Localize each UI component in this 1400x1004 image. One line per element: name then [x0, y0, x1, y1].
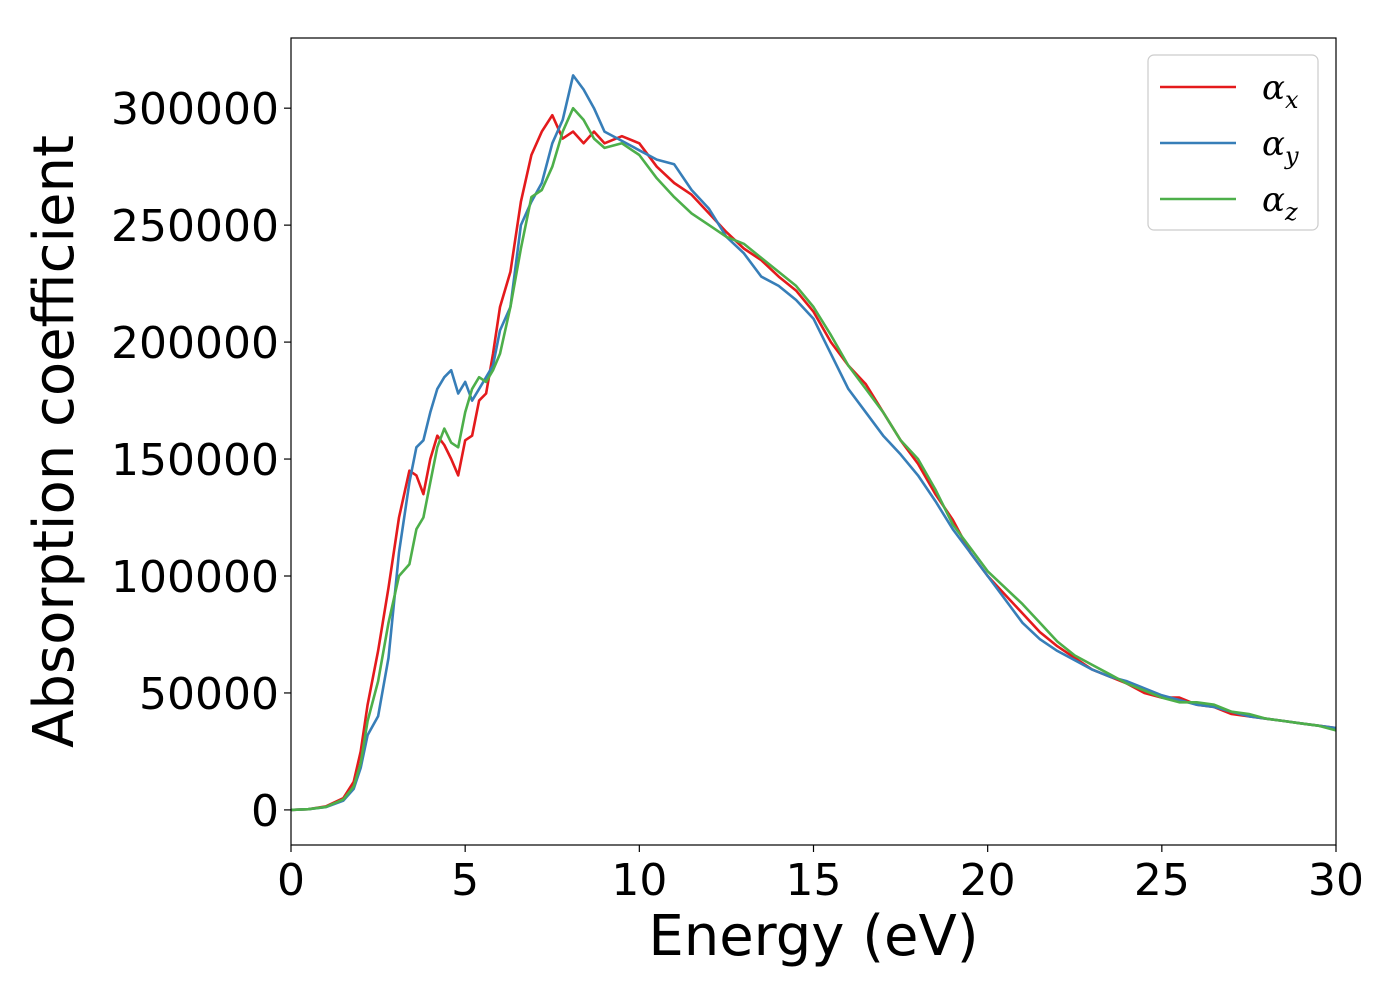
- y-tick-label: 100000: [111, 552, 279, 603]
- y-tick-label: 200000: [111, 318, 279, 369]
- x-tick-label: 0: [277, 855, 305, 906]
- x-tick-label: 30: [1308, 855, 1364, 906]
- legend-label-1: αx: [1262, 68, 1299, 114]
- y-tick-label: 250000: [111, 201, 279, 252]
- y-tick-label: 300000: [111, 84, 279, 135]
- series-line-3: [290, 106, 1337, 812]
- x-axis-ticks: 0 5 10 15 20 25 30: [277, 845, 1364, 906]
- x-tick-label: 25: [1134, 855, 1190, 906]
- legend-label-2: αy: [1262, 124, 1299, 170]
- x-tick-label: 10: [611, 855, 667, 906]
- x-tick-label: 20: [960, 855, 1016, 906]
- y-tick-label: 0: [251, 786, 279, 837]
- y-axis-label: Absorption coefficient: [22, 135, 87, 748]
- legend-label-3: αz: [1262, 180, 1298, 226]
- x-tick-label: 5: [451, 855, 479, 906]
- x-tick-label: 15: [786, 855, 842, 906]
- y-axis-ticks: 0 50000 100000 150000 200000 250000 300000: [111, 84, 291, 837]
- series-layer: [290, 74, 1337, 812]
- legend: αx αy αz: [1147, 54, 1319, 231]
- y-tick-label: 150000: [111, 435, 279, 486]
- x-axis-label: Energy (eV): [648, 904, 978, 969]
- y-tick-label: 50000: [139, 669, 279, 720]
